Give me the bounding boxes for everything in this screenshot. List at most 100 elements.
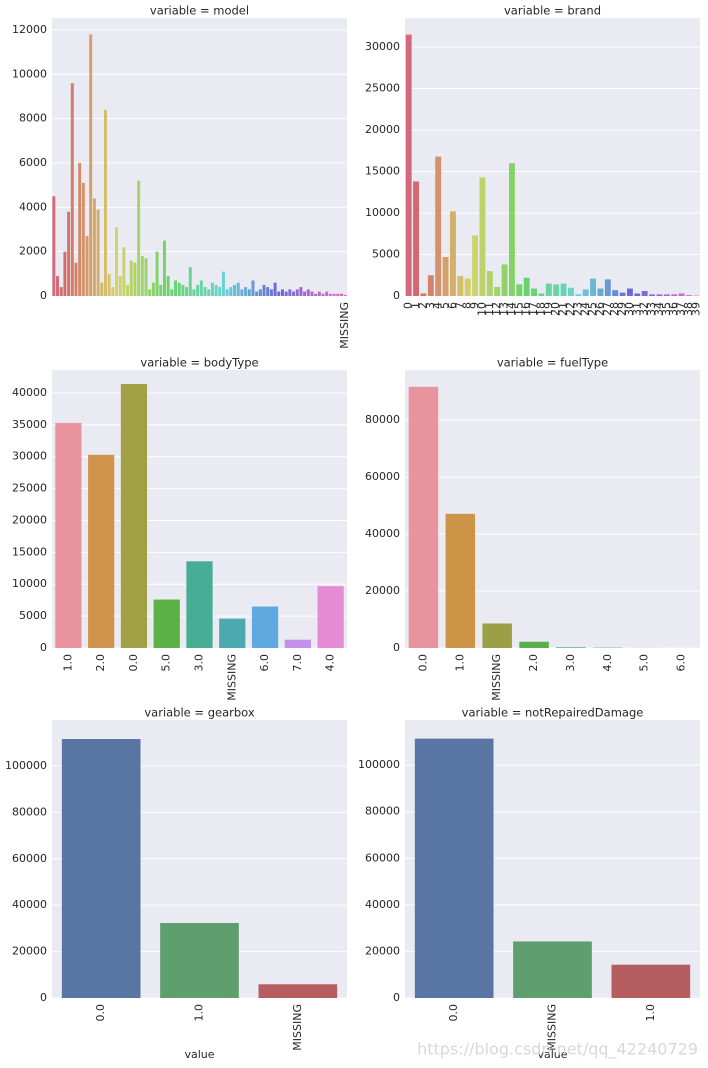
x-tick-label: 38 — [682, 302, 695, 316]
y-tick-label: 0 — [40, 641, 47, 654]
y-tick-label: 4000 — [19, 200, 47, 213]
x-tick-label: 0.0 — [447, 1004, 460, 1022]
bar — [258, 289, 262, 296]
bar — [295, 289, 299, 296]
bar — [251, 606, 279, 648]
bar — [626, 288, 633, 296]
y-tick-label: 30000 — [12, 450, 47, 463]
x-tick-label: 8 — [461, 302, 474, 309]
bar — [107, 273, 111, 296]
x-tick-label: 7 — [453, 302, 466, 309]
y-tick-label: 0 — [393, 289, 400, 302]
bar — [306, 289, 310, 296]
bar — [155, 251, 159, 296]
bar — [678, 293, 685, 296]
x-tick-label: 37 — [675, 302, 688, 316]
x-tick-label: 4.0 — [601, 654, 614, 672]
bar — [236, 282, 240, 296]
panel-title: variable = model — [150, 4, 249, 18]
panel-title: variable = brand — [504, 4, 601, 18]
y-tick-label: 80000 — [365, 805, 400, 818]
y-tick-label: 60000 — [365, 851, 400, 864]
x-tick-label: 13 — [498, 302, 511, 316]
bar — [325, 291, 329, 296]
bar — [472, 235, 479, 296]
x-tick-label: 34 — [652, 302, 665, 316]
bar — [336, 293, 340, 296]
y-tick-label: 0 — [393, 991, 400, 1004]
bar — [457, 276, 464, 296]
bar — [501, 264, 508, 296]
bar — [162, 240, 166, 296]
x-tick-label: 2.0 — [94, 654, 107, 672]
bar — [516, 284, 523, 296]
bar — [61, 739, 141, 998]
bar — [634, 293, 641, 296]
bar — [140, 256, 144, 296]
x-tick-label: 6 — [446, 302, 459, 309]
bar — [445, 513, 476, 648]
x-tick-label: 2 — [416, 302, 429, 309]
bar — [210, 282, 214, 296]
bar — [292, 291, 296, 296]
bar — [52, 196, 56, 296]
y-tick-label: 2000 — [19, 245, 47, 258]
bar — [273, 282, 277, 296]
x-tick-label: 1 — [409, 302, 422, 309]
bar — [641, 291, 648, 296]
bar — [582, 289, 589, 296]
bar — [442, 256, 449, 296]
bar — [486, 271, 493, 296]
bar — [314, 293, 318, 296]
bar — [258, 984, 338, 998]
bar — [229, 287, 233, 296]
y-tick-label: 5000 — [19, 609, 47, 622]
bar — [100, 282, 104, 296]
x-tick-label: 1.0 — [193, 1004, 206, 1022]
y-tick-label: 80000 — [365, 413, 400, 426]
x-tick-label: 23 — [571, 302, 584, 316]
bar — [255, 291, 259, 296]
y-tick-label: 40000 — [365, 898, 400, 911]
bar — [269, 289, 273, 296]
bar — [59, 287, 63, 296]
y-tick-label: 80000 — [12, 805, 47, 818]
bar — [299, 287, 303, 296]
x-tick-label: 11 — [483, 302, 496, 316]
bar — [148, 289, 152, 296]
x-axis-label: value — [184, 1048, 214, 1061]
bar — [649, 294, 656, 296]
bar — [196, 284, 200, 296]
bar — [663, 294, 670, 296]
bar — [96, 209, 100, 296]
x-tick-label: 2.0 — [527, 654, 540, 672]
bar — [219, 618, 246, 648]
x-tick-label: MISSING — [490, 654, 503, 701]
bar — [414, 738, 494, 998]
bar — [118, 276, 122, 296]
bar — [240, 289, 244, 296]
y-tick-label: 30000 — [365, 40, 400, 53]
bar — [420, 293, 427, 296]
bar — [619, 292, 626, 296]
bar — [413, 181, 420, 296]
bar — [303, 291, 307, 296]
bar — [63, 251, 67, 296]
x-tick-label: 6.0 — [258, 654, 271, 672]
bar — [166, 276, 170, 296]
x-tick-label: 12 — [490, 302, 503, 316]
x-tick-label: 4.0 — [324, 654, 337, 672]
bar — [435, 156, 442, 296]
bar — [111, 287, 115, 296]
bar — [317, 586, 344, 648]
x-tick-label: 16 — [520, 302, 533, 316]
bar — [56, 276, 60, 296]
bar — [266, 287, 270, 296]
bar — [560, 283, 567, 296]
y-tick-label: 60000 — [365, 470, 400, 483]
x-tick-label: 0.0 — [416, 654, 429, 672]
bar — [103, 109, 107, 296]
plot-background — [52, 18, 347, 296]
x-tick-label: 5.0 — [160, 654, 173, 672]
